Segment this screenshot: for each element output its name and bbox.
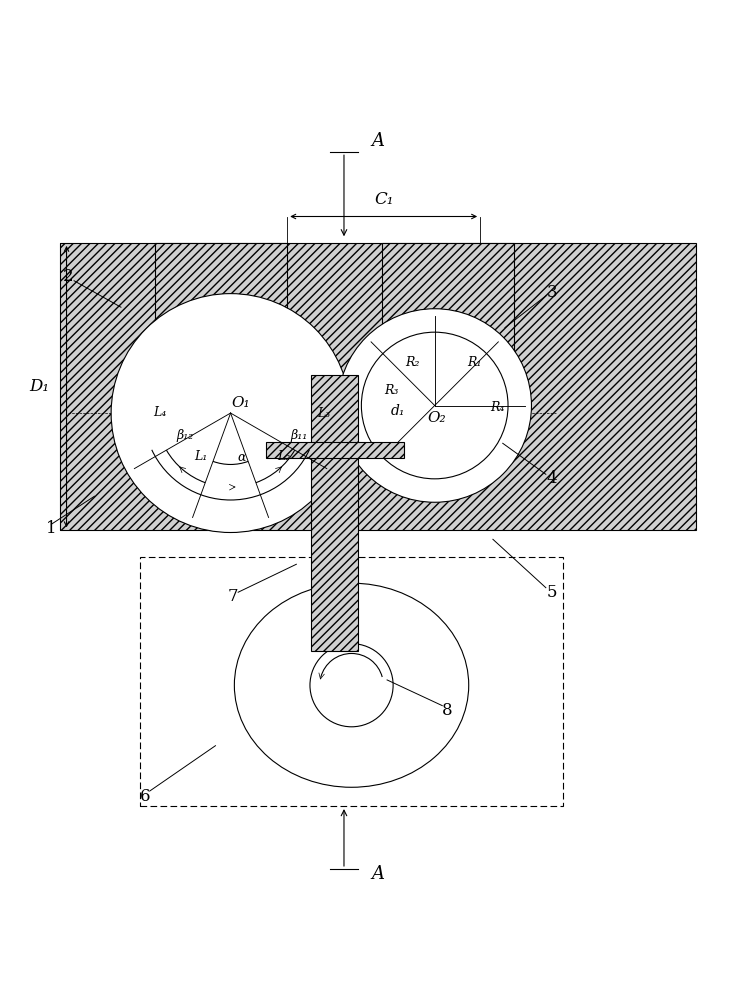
Bar	[140, 557, 563, 806]
Circle shape	[338, 309, 531, 502]
Text: α: α	[237, 451, 246, 464]
Bar	[311, 375, 358, 651]
Circle shape	[111, 294, 350, 533]
Ellipse shape	[361, 332, 508, 479]
Text: 4: 4	[547, 470, 557, 487]
Text: 1: 1	[46, 520, 57, 537]
Text: β₁₁: β₁₁	[290, 429, 307, 442]
Text: R₁: R₁	[467, 356, 482, 369]
Text: L₄: L₄	[153, 406, 167, 419]
Text: 3: 3	[547, 284, 557, 301]
Text: A: A	[371, 132, 385, 150]
Bar	[382, 243, 514, 383]
Text: O₂: O₂	[428, 411, 446, 425]
Text: 6: 6	[140, 788, 150, 805]
Text: 8: 8	[442, 702, 453, 719]
Text: 2: 2	[63, 268, 73, 285]
Text: L₃: L₃	[317, 407, 330, 420]
Bar	[155, 243, 287, 383]
Text: L₂: L₂	[277, 450, 290, 463]
Bar	[60, 243, 696, 530]
Text: 7: 7	[228, 588, 238, 605]
Text: C₁: C₁	[374, 191, 394, 208]
Text: R₃: R₃	[384, 384, 399, 397]
Ellipse shape	[310, 644, 393, 727]
Bar	[266, 442, 404, 458]
Ellipse shape	[234, 583, 469, 787]
Text: O₁: O₁	[231, 396, 249, 410]
Text: A: A	[371, 865, 385, 883]
Text: R₄: R₄	[490, 401, 505, 414]
Text: β₁₂: β₁₂	[177, 429, 194, 442]
Text: D₁: D₁	[29, 378, 49, 395]
Text: L₁: L₁	[194, 450, 207, 463]
Text: R₂: R₂	[404, 356, 420, 369]
Text: 5: 5	[547, 584, 557, 601]
Text: d₁: d₁	[391, 404, 406, 418]
